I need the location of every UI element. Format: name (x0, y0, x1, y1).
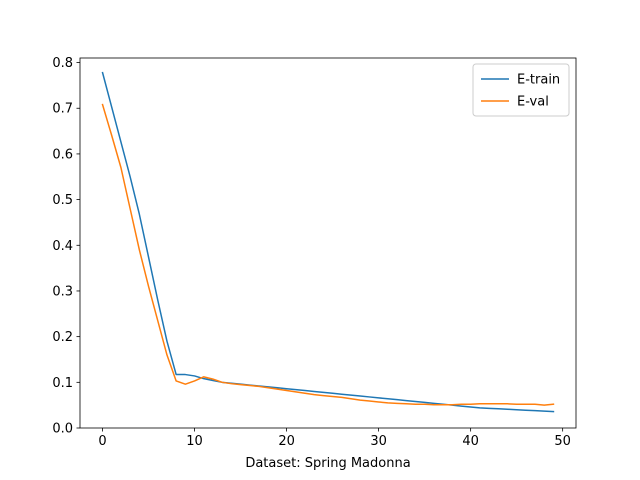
legend-label: E-val (517, 95, 549, 110)
series-layer (101, 71, 555, 413)
plot-area (80, 58, 576, 428)
y-tick-label: 0.1 (52, 376, 73, 391)
series-line-0 (101, 71, 555, 413)
x-axis-ticks: 0 10 20 30 40 50 (98, 428, 571, 449)
y-tick-label: 0.5 (52, 193, 73, 208)
y-tick-label: 0.0 (52, 422, 73, 437)
y-tick-label: 0.6 (52, 147, 73, 162)
plot-frame (79, 57, 577, 429)
x-tick-label: 10 (186, 434, 203, 449)
x-tick-label: 0 (98, 434, 106, 449)
y-tick-label: 0.3 (52, 284, 73, 299)
y-axis-ticks: 0.0 0.1 0.2 0.3 0.4 0.5 0.6 0.7 0.8 (52, 56, 80, 437)
legend-box (472, 63, 570, 117)
y-tick-label: 0.8 (52, 56, 73, 71)
legend-label: E-train (517, 73, 560, 88)
x-tick-label: 30 (370, 434, 387, 449)
y-tick-label: 0.7 (52, 102, 73, 117)
series-line-1 (101, 103, 555, 406)
x-tick-label: 50 (554, 434, 571, 449)
x-tick-label: 20 (278, 434, 295, 449)
y-tick-label: 0.4 (52, 239, 73, 254)
legend: E-train E-val (472, 63, 570, 117)
y-tick-label: 0.2 (52, 330, 73, 345)
x-axis-label: Dataset: Spring Madonna (245, 456, 410, 471)
x-tick-label: 40 (462, 434, 479, 449)
